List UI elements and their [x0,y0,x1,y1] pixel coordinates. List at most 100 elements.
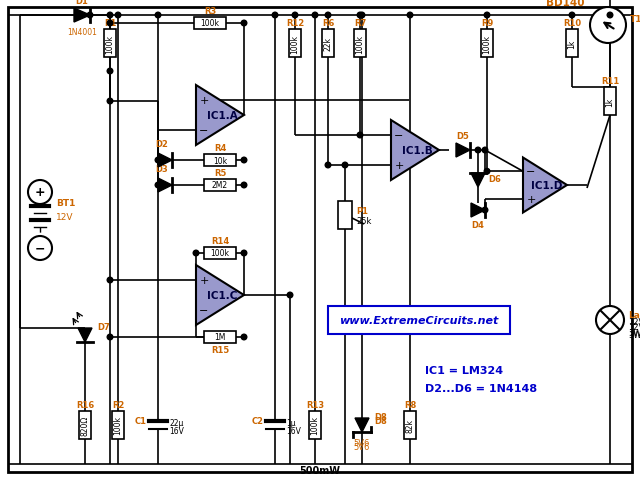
Text: 82k: 82k [406,418,415,432]
Circle shape [607,13,613,19]
Text: 10k: 10k [213,156,227,165]
Text: 16V: 16V [286,427,301,435]
Text: 500mW: 500mW [300,465,340,475]
Text: R7: R7 [354,19,366,28]
FancyBboxPatch shape [204,248,236,260]
Polygon shape [391,121,439,180]
Circle shape [590,8,626,44]
Text: R16: R16 [76,400,94,409]
Text: C2: C2 [252,417,264,426]
Text: 1k: 1k [568,39,577,48]
FancyBboxPatch shape [204,180,236,192]
Text: P1: P1 [356,206,368,215]
Polygon shape [456,144,470,157]
Circle shape [108,335,113,340]
Circle shape [359,13,365,19]
FancyBboxPatch shape [289,30,301,58]
FancyBboxPatch shape [604,88,616,116]
Circle shape [407,13,413,19]
Text: R10: R10 [563,19,581,28]
Text: 100k: 100k [355,35,365,53]
Text: 1N4001: 1N4001 [67,28,97,37]
Circle shape [241,183,247,189]
Circle shape [241,251,247,256]
Text: 16V: 16V [169,427,184,435]
Text: D8: D8 [374,413,387,421]
Circle shape [569,13,575,19]
Circle shape [108,13,113,19]
Text: R5: R5 [214,168,226,178]
Polygon shape [74,9,90,23]
Text: R9: R9 [481,19,493,28]
Text: R6: R6 [322,19,334,28]
Circle shape [156,158,161,164]
Polygon shape [196,265,244,325]
Polygon shape [523,158,567,213]
Circle shape [292,13,298,19]
Circle shape [484,13,490,19]
Polygon shape [158,179,172,192]
Circle shape [482,148,488,154]
Text: R1: R1 [104,19,116,28]
Text: 100k: 100k [113,416,122,434]
Text: +: + [35,186,45,199]
Text: 3W: 3W [628,330,640,339]
Text: 12V: 12V [628,322,640,331]
Circle shape [272,13,278,19]
Polygon shape [355,418,369,432]
Text: D8: D8 [374,417,387,426]
Circle shape [357,133,363,139]
Text: 1k: 1k [605,97,614,107]
Circle shape [342,163,348,168]
Text: 12V: 12V [56,212,74,221]
Text: 100k: 100k [106,35,115,53]
Text: R4: R4 [214,144,226,153]
Text: D1: D1 [76,0,88,6]
Text: 5V6: 5V6 [354,443,370,452]
Circle shape [28,237,52,261]
Text: R14: R14 [211,237,229,245]
Polygon shape [471,174,485,188]
Text: C1: C1 [135,417,147,426]
Text: 100k: 100k [200,20,220,28]
FancyBboxPatch shape [338,202,352,229]
Circle shape [312,13,318,19]
Circle shape [484,169,490,175]
Circle shape [193,251,199,256]
Text: 100k: 100k [291,35,300,53]
Text: D5: D5 [456,132,469,141]
FancyBboxPatch shape [104,30,116,58]
FancyBboxPatch shape [404,411,416,439]
Text: R11: R11 [601,77,619,86]
FancyBboxPatch shape [112,411,124,439]
Text: 100k: 100k [211,249,230,258]
Text: 1M: 1M [214,333,226,342]
Text: T1: T1 [630,15,640,24]
Text: 100k: 100k [483,35,492,53]
Text: D2: D2 [156,140,168,149]
Text: 100k: 100k [310,416,319,434]
Text: IC1.A: IC1.A [207,111,237,121]
Text: +: + [394,161,404,171]
Text: −: − [526,167,536,177]
Text: D6: D6 [488,174,501,183]
FancyBboxPatch shape [204,155,236,167]
Circle shape [241,335,247,340]
Circle shape [108,21,113,27]
Circle shape [241,21,247,27]
Circle shape [482,208,488,213]
Text: 5V6: 5V6 [354,439,370,447]
FancyBboxPatch shape [481,30,493,58]
Text: R2: R2 [112,400,124,409]
Text: −: − [35,242,45,255]
FancyBboxPatch shape [322,30,334,58]
Circle shape [115,13,121,19]
Text: IC1.B: IC1.B [402,146,433,156]
Text: 22k: 22k [323,37,333,51]
Text: R3: R3 [204,7,216,16]
Text: 12V
3W: 12V 3W [628,318,640,337]
FancyBboxPatch shape [309,411,321,439]
Text: www.ExtremeCircuits.net: www.ExtremeCircuits.net [339,315,499,325]
Text: +: + [199,96,209,106]
FancyBboxPatch shape [79,411,91,439]
